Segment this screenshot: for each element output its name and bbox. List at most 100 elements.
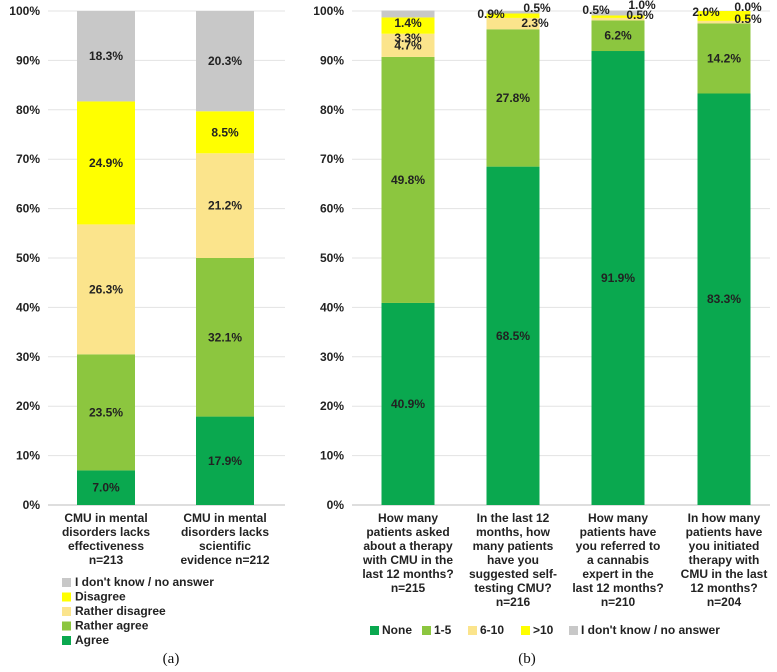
legend-swatch bbox=[370, 626, 379, 635]
x-category-label: you initiated bbox=[689, 539, 760, 553]
bar-segment bbox=[196, 153, 254, 258]
x-category-label: patients have bbox=[580, 525, 657, 539]
data-label: 68.5% bbox=[496, 329, 530, 343]
x-category-label: CMU in the last bbox=[681, 567, 768, 581]
y-tick-label: 0% bbox=[23, 498, 41, 512]
x-category-label: evidence n=212 bbox=[180, 553, 269, 567]
bar-segment bbox=[591, 51, 645, 505]
chart-a: 0% 10% 20% 30% 40% 50% 60% 70% 80% 90% 100% 7.0% 23… bbox=[9, 4, 285, 667]
bar-segment bbox=[591, 17, 645, 21]
y-tick-label: 10% bbox=[16, 449, 40, 463]
y-tick-label: 80% bbox=[320, 103, 344, 117]
y-tick-label: 30% bbox=[320, 350, 344, 364]
bar-segment bbox=[77, 224, 135, 355]
panel-label-b: (b) bbox=[518, 651, 536, 667]
x-category-label: n=210 bbox=[601, 595, 636, 609]
data-label: 0.9% bbox=[477, 7, 505, 21]
bar-segment bbox=[196, 416, 254, 505]
bar-segment bbox=[77, 101, 135, 225]
legend-label: None bbox=[382, 623, 412, 637]
y-tick-label: 40% bbox=[320, 300, 344, 314]
chart-a-bars: 7.0% 23.5% 26.3% 24.9% 18.3% 17.9% 32.1% 21.2% 8… bbox=[77, 11, 254, 505]
y-tick-label: 60% bbox=[16, 202, 40, 216]
x-category-label: In how many bbox=[688, 511, 761, 525]
x-category-label: effectiveness bbox=[68, 539, 144, 553]
data-label: 3.3% bbox=[394, 31, 422, 45]
bar-segment bbox=[697, 93, 751, 506]
legend-label: 1-5 bbox=[434, 623, 452, 637]
x-category-label: n=213 bbox=[89, 553, 124, 567]
x-category-label: In the last 12 bbox=[477, 511, 550, 525]
legend-swatch bbox=[521, 626, 530, 635]
x-category-label: many patients bbox=[473, 539, 554, 553]
legend-label: >10 bbox=[533, 623, 554, 637]
x-category-label: last 12 months? bbox=[362, 567, 453, 581]
y-tick-label: 100% bbox=[313, 4, 344, 18]
legend-label: Rather disagree bbox=[75, 604, 166, 618]
bar-segment bbox=[77, 11, 135, 102]
y-tick-label: 40% bbox=[16, 300, 40, 314]
y-tick-label: 0% bbox=[327, 498, 345, 512]
x-category-label: patients have bbox=[686, 525, 763, 539]
legend-swatch bbox=[422, 626, 431, 635]
bar-segment bbox=[381, 302, 435, 505]
x-category-label: about a therapy bbox=[363, 539, 453, 553]
x-category-label: CMU in mental bbox=[64, 511, 147, 525]
y-tick-label: 70% bbox=[16, 152, 40, 166]
legend-swatch bbox=[62, 578, 71, 587]
x-category-label: disorders lacks bbox=[62, 525, 150, 539]
x-category-label: CMU in mental bbox=[183, 511, 266, 525]
x-category-label: 12 months? bbox=[690, 581, 757, 595]
bar-segment bbox=[591, 10, 645, 16]
data-label: 8.5% bbox=[211, 125, 239, 139]
legend-swatch bbox=[62, 607, 71, 616]
y-tick-label: 80% bbox=[16, 103, 40, 117]
data-label: 26.3% bbox=[89, 282, 123, 296]
x-category-label: n=215 bbox=[391, 581, 426, 595]
data-label: 0.5% bbox=[582, 3, 610, 17]
x-category-label: testing CMU? bbox=[474, 581, 551, 595]
data-label: 49.8% bbox=[391, 173, 425, 187]
data-label: 91.9% bbox=[601, 271, 635, 285]
data-label: 21.2% bbox=[208, 199, 242, 213]
y-tick-label: 90% bbox=[16, 53, 40, 67]
data-label: 7.0% bbox=[92, 481, 120, 495]
legend-label: Agree bbox=[75, 633, 109, 647]
legend-label: I don't know / no answer bbox=[75, 575, 214, 589]
bar-segment bbox=[697, 20, 751, 24]
bar-segment bbox=[486, 166, 540, 506]
bar-segment bbox=[196, 11, 254, 112]
y-tick-label: 70% bbox=[320, 152, 344, 166]
y-tick-label: 90% bbox=[320, 53, 344, 67]
bar-segment bbox=[196, 111, 254, 154]
legend-swatch bbox=[62, 636, 71, 645]
x-category-label: disorders lacks bbox=[181, 525, 269, 539]
bar-segment bbox=[381, 56, 435, 303]
panel-label-a: (a) bbox=[163, 651, 180, 667]
x-category-label: expert in the bbox=[582, 567, 654, 581]
legend-label: 6-10 bbox=[480, 623, 504, 637]
chart-b-y-axis: 0% 10% 20% 30% 40% 50% 60% 70% 80% 90% 100% bbox=[313, 4, 344, 512]
chart-a-y-axis: 0% 10% 20% 30% 40% 50% 60% 70% 80% 90% 100% bbox=[9, 4, 40, 512]
legend-label: Rather agree bbox=[75, 619, 149, 633]
data-label: 83.3% bbox=[707, 292, 741, 306]
x-category-label: last 12 months? bbox=[572, 581, 663, 595]
x-category-label: How many bbox=[378, 511, 438, 525]
legend-swatch bbox=[62, 592, 71, 602]
bar-segment bbox=[591, 20, 645, 52]
y-tick-label: 60% bbox=[320, 202, 344, 216]
legend-label: I don't know / no answer bbox=[581, 623, 720, 637]
bar-segment bbox=[77, 470, 135, 505]
data-label: 32.1% bbox=[208, 330, 242, 344]
data-label: 14.2% bbox=[707, 51, 741, 65]
y-tick-label: 50% bbox=[320, 251, 344, 265]
chart-b-legend: None 1-5 6-10 >10 I don't know / no answer bbox=[370, 623, 720, 637]
x-category-label: therapy with bbox=[689, 553, 760, 567]
data-label: 40.9% bbox=[391, 397, 425, 411]
y-tick-label: 20% bbox=[16, 399, 40, 413]
x-category-label: patients asked bbox=[366, 525, 449, 539]
bar-segment bbox=[486, 17, 540, 30]
